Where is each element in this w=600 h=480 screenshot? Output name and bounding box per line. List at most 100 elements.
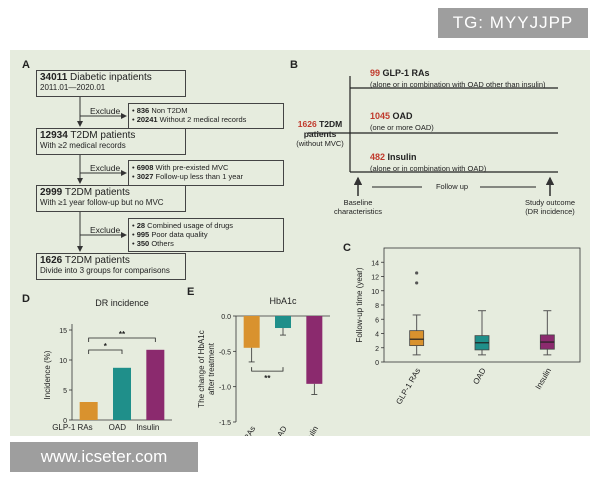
bar-insulin	[306, 316, 323, 384]
outcome-line-1: Study outcome	[524, 198, 576, 207]
y-tick-label: 0.0	[221, 314, 231, 321]
chart-d-dr-incidence: DR incidence 0 5 10 15 Incidence (%) GLP-1 RAs…	[43, 298, 172, 432]
significance-bracket	[88, 349, 123, 354]
total-sub: (without MVC)	[296, 139, 344, 148]
channel-tag: TG: MYYJJPP	[438, 8, 588, 38]
site-watermark: www.icseter.com	[10, 442, 198, 472]
x-tick-label: OAD	[272, 424, 289, 436]
significance-bracket	[88, 337, 156, 342]
flow-box-1: 34011 Diabetic inpatients 2011.01—2020.0…	[36, 70, 186, 97]
group-glp1-sub: (alone or in combination with OAD other …	[370, 80, 546, 89]
panel-b-label: B	[290, 59, 298, 71]
x-tick-label: Insulin	[301, 425, 320, 437]
y-tick-label: 15	[59, 328, 67, 335]
outcome-line-2: (DR incidence)	[525, 207, 575, 216]
box1-sub: 2011.01—2020.01	[40, 83, 106, 92]
bar-glp-1-ras	[79, 402, 98, 420]
group-insulin-name: Insulin	[385, 152, 417, 162]
baseline-line-2: characteristics	[334, 207, 382, 216]
ex3-num-3: 350	[136, 239, 150, 248]
group-glp1: 99 GLP-1 RAs	[370, 68, 430, 78]
baseline-label: Baseline characteristics	[328, 198, 388, 216]
outlier-point	[415, 281, 419, 285]
chart-title: HbA1c	[269, 296, 297, 306]
x-tick-label: Insulin	[534, 367, 553, 392]
panel-e-label: E	[187, 286, 195, 298]
panel-c-label: C	[343, 242, 351, 254]
box2-title: T2DM patients	[67, 130, 136, 141]
group-glp1-count: 99	[370, 68, 381, 78]
group-oad-name: OAD	[390, 111, 413, 121]
group-glp1-name: GLP-1 RAs	[380, 68, 430, 78]
total-patients: 1626 T2DM patients (without MVC)	[288, 119, 352, 149]
outcome-label: Study outcome (DR incidence)	[518, 198, 582, 216]
exclude-box-2: • 6908 With pre-existed MVC • 3027 Follo…	[128, 160, 284, 186]
bar-insulin	[146, 349, 165, 420]
flow-box-4: 1626 T2DM patients Divide into 3 groups …	[36, 253, 186, 280]
box3-count: 2999	[40, 187, 63, 198]
significance-label: *	[104, 342, 108, 351]
exclude-label-1: Exclude	[90, 106, 121, 116]
box1-title: Diabetic inpatients	[67, 72, 152, 83]
y-tick-label: 12	[371, 275, 379, 282]
y-axis-label-2: after treatment	[207, 342, 216, 395]
y-tick-label: 0	[63, 418, 67, 425]
bar-oad	[113, 367, 131, 420]
y-tick-label: 4	[375, 332, 379, 339]
chart-e-hba1c: HbA1c 0.0 -0.5 -1.0 -1.5 The change of HbA1c a…	[197, 296, 330, 437]
y-tick-label: -0.5	[219, 349, 231, 356]
panel-d-label: D	[22, 293, 30, 305]
ex3-text-1: Combined usage of drugs	[145, 221, 234, 230]
ex1-num-2: 20241	[136, 115, 158, 124]
x-tick-label: OAD	[471, 366, 488, 386]
y-tick-label: 14	[371, 260, 379, 267]
y-tick-label: 2	[375, 346, 379, 353]
flowchart-arrows	[77, 76, 558, 252]
ex3-text-2: Poor data quality	[149, 230, 208, 239]
figure-panel: A 34011 Diabetic inpatients 2011.01—2020…	[10, 50, 590, 436]
total-title-2: patients	[303, 129, 337, 139]
x-tick-label: Insulin	[136, 423, 159, 432]
exclude-label-2: Exclude	[90, 163, 121, 173]
y-axis-label: The change of HbA1c	[197, 330, 206, 407]
panel-a-label: A	[22, 59, 30, 71]
ex1-text-2: Without 2 medical records	[157, 115, 247, 124]
group-oad: 1045 OAD	[370, 111, 413, 121]
box2-count: 12934	[40, 130, 68, 141]
box3-title: T2DM patients	[62, 187, 130, 198]
group-insulin-count: 482	[370, 152, 386, 162]
ex2-num-1: 6908	[136, 163, 154, 172]
box4-sub: Divide into 3 groups for comparisons	[40, 266, 170, 275]
group-oad-count: 1045	[370, 111, 391, 121]
ex1-num-1: 836	[136, 106, 150, 115]
ex2-text-2: Follow-up less than 1 year	[153, 172, 244, 181]
y-tick-label: 0	[375, 360, 379, 367]
baseline-line-1: Baseline	[343, 198, 373, 207]
exclude-label-3: Exclude	[90, 225, 121, 235]
x-tick-label: GLP-1 RAs	[52, 423, 92, 432]
y-tick-label: -1.5	[219, 420, 231, 427]
chart-title: DR incidence	[95, 298, 149, 308]
group-oad-sub: (one or more OAD)	[370, 123, 434, 132]
y-tick-label: -1.0	[219, 385, 231, 392]
y-tick-label: 6	[375, 317, 379, 324]
flow-box-3: 2999 T2DM patients With ≥1 year follow-u…	[36, 185, 186, 212]
significance-label: **	[119, 330, 126, 339]
exclude-box-1: • 836 Non T2DM • 20241 Without 2 medical…	[128, 103, 284, 129]
box4-count: 1626	[40, 255, 63, 266]
ex3-text-3: Others	[149, 239, 174, 248]
outlier-point	[415, 271, 419, 275]
significance-bracket	[251, 367, 284, 372]
ex3-num-1: 28	[136, 221, 146, 230]
significance-label: **	[264, 374, 271, 383]
y-tick-label: 5	[63, 388, 67, 395]
total-title: T2DM	[316, 119, 343, 129]
y-axis-label: Follow-up time (year)	[355, 267, 364, 342]
y-axis-label: Incidence (%)	[43, 350, 52, 399]
box3-sub: With ≥1 year follow-up but no MVC	[40, 198, 164, 207]
group-insulin-sub: (alone or in combination with OAD)	[370, 164, 487, 173]
x-tick-label: GLP-1 RAs	[229, 425, 257, 437]
bar-glp-1-ras	[243, 316, 260, 348]
ex1-text-1: Non T2DM	[149, 106, 188, 115]
box4-title: T2DM patients	[62, 255, 130, 266]
